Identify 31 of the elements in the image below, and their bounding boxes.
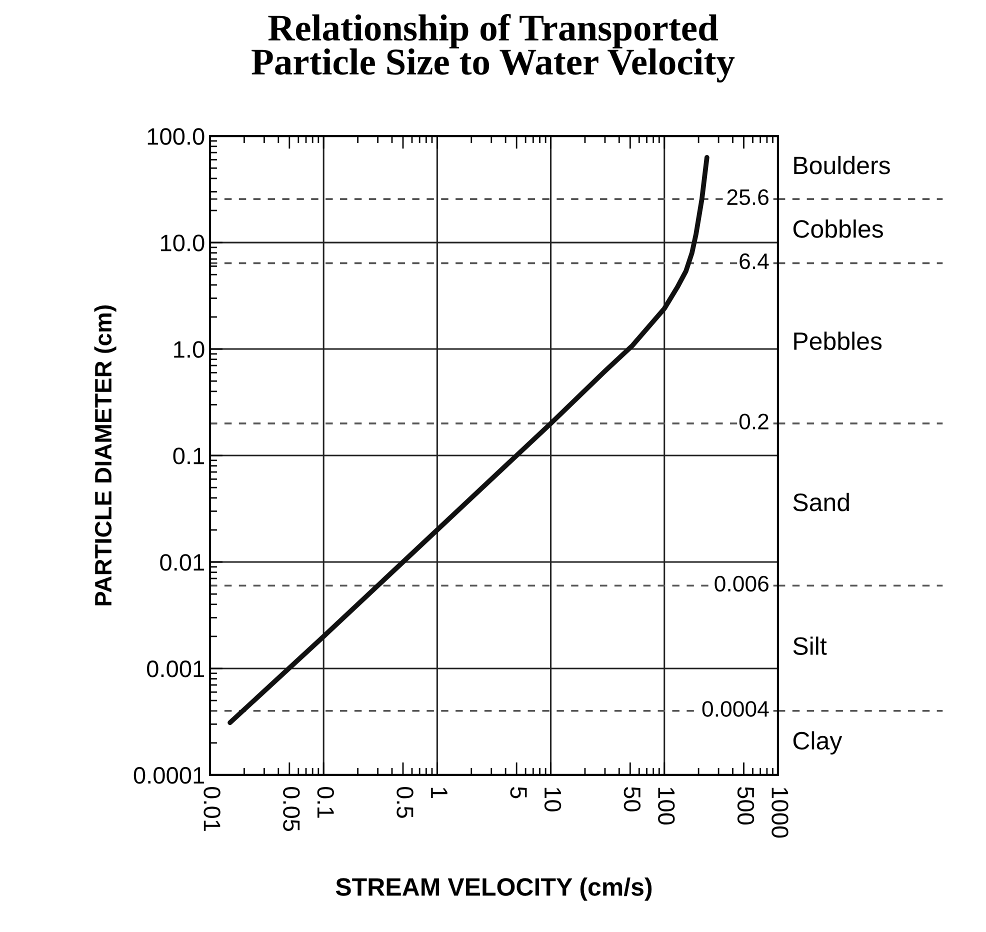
y-tick-label: 1.0 xyxy=(174,341,204,358)
x-axis-title: STREAM VELOCITY (cm/s) xyxy=(336,877,652,901)
y-tick-label: 0.001 xyxy=(147,660,204,678)
x-tick-label: 100 xyxy=(658,788,675,825)
x-tick-label: 1000 xyxy=(772,788,788,838)
x-tick-label: 1 xyxy=(431,788,448,798)
text: Pebbles xyxy=(794,332,882,350)
text: Boulders xyxy=(794,156,890,174)
x-tick-label: 5 xyxy=(510,787,527,798)
x-tick-label: 0.1 xyxy=(317,786,334,818)
ref-line-label: 6.4 xyxy=(740,253,769,270)
x-tick-label: 10 xyxy=(544,788,562,812)
ref-line-label: 25.6 xyxy=(727,189,768,206)
text: Clay xyxy=(793,731,842,755)
text: Sand xyxy=(793,492,849,512)
y-tick-label: 0.01 xyxy=(160,554,204,571)
x-tick-label: 500 xyxy=(737,787,754,825)
ref-line-label: 0.0004 xyxy=(702,701,769,717)
ref-line-label: 0.006 xyxy=(714,576,768,592)
ref-line-label: 0.2 xyxy=(739,414,768,430)
y-tick-label: 0.0001 xyxy=(134,767,204,784)
text: Silt xyxy=(793,636,827,655)
x-tick-label: 50 xyxy=(624,787,641,812)
chart-title: Relationship of Transported Particle Size to Water Velocity xyxy=(252,14,735,82)
y-tick-label: 10.0 xyxy=(161,234,204,252)
text: Cobbles xyxy=(793,219,883,238)
x-tick-label: 0.5 xyxy=(396,786,414,818)
y-tick-label: 100.0 xyxy=(148,128,204,145)
x-tick-label: 0.05 xyxy=(283,786,300,832)
y-axis-title: PARTICLE DIAMETER (cm) xyxy=(94,305,116,606)
y-tick-label: 0.1 xyxy=(173,448,204,464)
